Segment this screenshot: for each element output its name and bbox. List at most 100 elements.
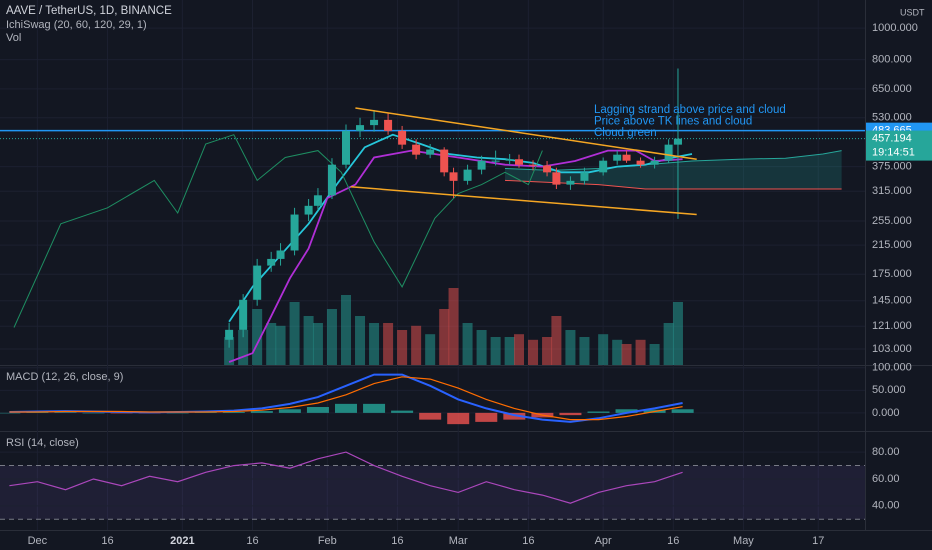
candle-body bbox=[290, 214, 299, 251]
x-tick-label: Dec bbox=[28, 535, 48, 547]
histogram-bar bbox=[26, 412, 49, 413]
candle-body bbox=[370, 119, 379, 126]
candle-body bbox=[440, 149, 449, 173]
x-tick-label: 16 bbox=[391, 535, 403, 547]
trendline bbox=[350, 186, 697, 216]
rsi-band bbox=[0, 465, 865, 520]
signal-line bbox=[9, 376, 683, 421]
indicator-line bbox=[228, 133, 693, 323]
annotation: Lagging strand above price and cloud bbox=[594, 104, 786, 116]
volume-bar bbox=[672, 302, 683, 365]
candle-body bbox=[566, 180, 575, 185]
x-tick-label: Mar bbox=[449, 535, 468, 547]
volume-bar bbox=[621, 344, 632, 365]
volume-bar bbox=[635, 339, 646, 365]
histogram-bar bbox=[475, 412, 498, 422]
histogram-bar bbox=[82, 412, 105, 414]
candle-body bbox=[580, 172, 589, 181]
volume-bar bbox=[598, 334, 609, 365]
volume-bar bbox=[551, 316, 562, 365]
indicator-label: IchiSwag (20, 60, 120, 29, 1) bbox=[6, 19, 147, 31]
candle-body bbox=[449, 172, 458, 181]
x-tick-label: 16 bbox=[246, 535, 258, 547]
volume-bar bbox=[612, 339, 623, 365]
volume-bar bbox=[289, 302, 300, 365]
volume-bar bbox=[326, 309, 337, 365]
x-tick-label: 16 bbox=[101, 535, 113, 547]
histogram-bar bbox=[587, 411, 610, 413]
candle-body bbox=[529, 164, 538, 166]
candle-body bbox=[426, 149, 435, 155]
y-tick-label: 145.000 bbox=[872, 295, 912, 307]
y-tick-label: 215.000 bbox=[872, 239, 912, 251]
volume-bar bbox=[312, 323, 323, 365]
histogram-bar bbox=[0, 412, 21, 414]
ichimoku-cloud bbox=[504, 150, 842, 189]
candle-body bbox=[463, 169, 472, 181]
chart-title: AAVE / TetherUS, 1D, BINANCE bbox=[6, 5, 172, 17]
candle-body bbox=[636, 160, 645, 165]
cloud-span-a bbox=[504, 150, 842, 171]
volume-bar bbox=[490, 337, 501, 365]
y-tick-label: 60.00 bbox=[872, 473, 900, 485]
volume-bar bbox=[462, 323, 473, 365]
x-tick-label: 17 bbox=[812, 535, 824, 547]
candle-body bbox=[225, 329, 234, 340]
x-tick-label: May bbox=[733, 535, 754, 547]
x-tick-label: 2021 bbox=[170, 535, 194, 547]
y-tick-label: 315.000 bbox=[872, 185, 912, 197]
candle-body bbox=[398, 130, 407, 145]
annotation: Cloud green bbox=[594, 127, 657, 139]
volume-bar bbox=[252, 309, 263, 365]
y-tick-label: 121.000 bbox=[872, 320, 912, 332]
volume-bar bbox=[397, 330, 408, 365]
volume-bar bbox=[579, 337, 590, 365]
volume-bar bbox=[476, 330, 487, 365]
y-tick-label: 80.00 bbox=[872, 446, 900, 458]
candle-body bbox=[515, 159, 523, 165]
candle-body bbox=[304, 205, 313, 215]
volume-bar bbox=[439, 309, 450, 365]
histogram-bar bbox=[447, 412, 470, 425]
x-tick-label: 16 bbox=[667, 535, 679, 547]
candle-body bbox=[664, 144, 673, 161]
rsi-line bbox=[9, 451, 683, 504]
candle-body bbox=[477, 160, 486, 170]
volume-bar bbox=[542, 337, 553, 365]
volume-bar bbox=[355, 316, 366, 365]
x-tick-label: 16 bbox=[522, 535, 534, 547]
histogram-bar bbox=[194, 412, 217, 413]
candle-body bbox=[356, 125, 365, 131]
volume-bar bbox=[224, 337, 235, 365]
candle-body bbox=[552, 172, 561, 185]
volume-bar bbox=[663, 323, 674, 365]
volume-bar bbox=[425, 334, 436, 365]
panel-title: RSI (14, close) bbox=[6, 437, 79, 449]
annotation: Price above TK lines and cloud bbox=[594, 116, 752, 128]
y-tick-label: 530.000 bbox=[872, 112, 912, 124]
y-tick-label: 800.000 bbox=[872, 53, 912, 65]
y-tick-label: 50.000 bbox=[872, 384, 906, 396]
histogram-bar bbox=[671, 409, 694, 413]
candle-body bbox=[599, 160, 608, 173]
indicator-label: Vol bbox=[6, 32, 21, 44]
histogram-bar bbox=[363, 403, 386, 413]
histogram-bar bbox=[166, 412, 189, 414]
histogram-bar bbox=[615, 409, 638, 413]
candle-body bbox=[267, 258, 276, 266]
volume-bar bbox=[383, 323, 394, 365]
candle-body bbox=[505, 159, 514, 161]
volume-bar bbox=[341, 295, 351, 365]
candle-body bbox=[613, 154, 622, 161]
histogram-bar bbox=[222, 411, 245, 413]
y-tick-label: 175.000 bbox=[872, 268, 912, 280]
volume-bar bbox=[565, 330, 576, 365]
volume-bar bbox=[448, 288, 459, 365]
candle-body bbox=[491, 160, 500, 162]
candle-body bbox=[543, 165, 552, 173]
volume-bar bbox=[411, 325, 422, 365]
volume-bar bbox=[266, 323, 277, 365]
currency-label: USDT bbox=[900, 7, 925, 17]
